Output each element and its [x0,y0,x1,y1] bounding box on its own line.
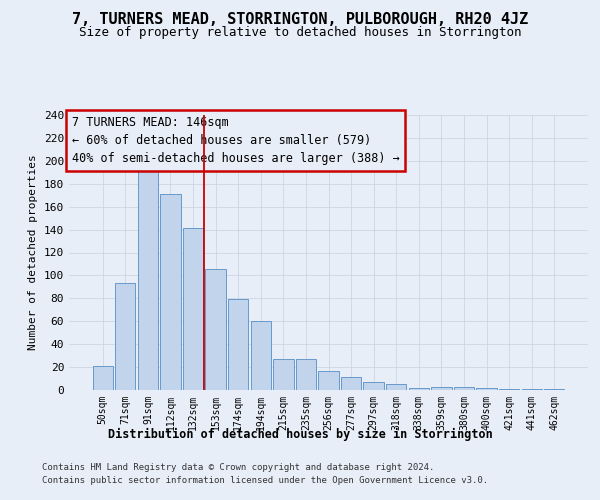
Bar [205,268,226,390]
Bar [499,389,519,390]
Bar [386,384,406,390]
Y-axis label: Number of detached properties: Number of detached properties [28,154,38,350]
Text: Distribution of detached houses by size in Storrington: Distribution of detached houses by size … [107,428,493,440]
Bar [364,382,384,390]
Text: 7, TURNERS MEAD, STORRINGTON, PULBOROUGH, RH20 4JZ: 7, TURNERS MEAD, STORRINGTON, PULBOROUGH… [72,12,528,28]
Bar [115,284,136,390]
Bar [160,194,181,390]
Text: Contains HM Land Registry data © Crown copyright and database right 2024.: Contains HM Land Registry data © Crown c… [42,464,434,472]
Bar [228,300,248,390]
Text: Size of property relative to detached houses in Storrington: Size of property relative to detached ho… [79,26,521,39]
Bar [319,370,338,390]
Text: 7 TURNERS MEAD: 146sqm
← 60% of detached houses are smaller (579)
40% of semi-de: 7 TURNERS MEAD: 146sqm ← 60% of detached… [71,116,400,166]
Bar [454,386,474,390]
Bar [296,359,316,390]
Bar [431,386,452,390]
Bar [138,163,158,390]
Bar [341,378,361,390]
Bar [251,322,271,390]
Bar [521,389,542,390]
Text: Contains public sector information licensed under the Open Government Licence v3: Contains public sector information licen… [42,476,488,485]
Bar [183,228,203,390]
Bar [476,388,497,390]
Bar [409,388,429,390]
Bar [273,359,293,390]
Bar [544,389,565,390]
Bar [92,366,113,390]
